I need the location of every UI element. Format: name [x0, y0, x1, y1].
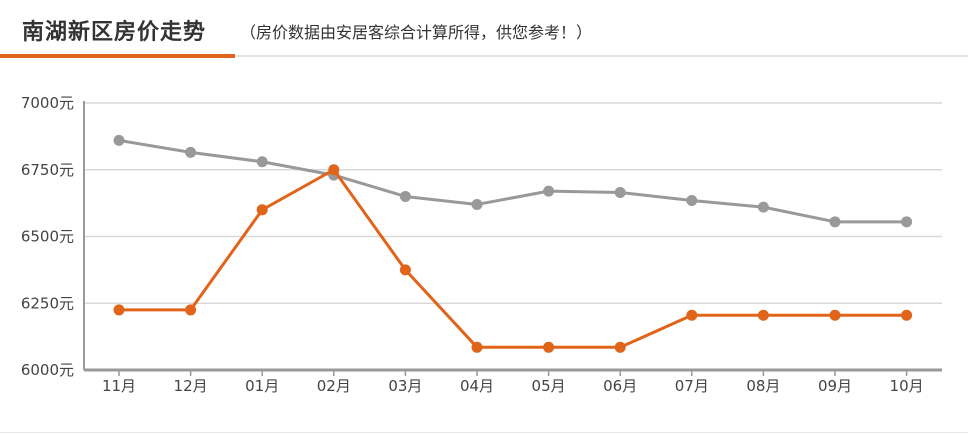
- y-tick-label: 6500元: [21, 228, 74, 246]
- data-point[interactable]: [757, 201, 769, 213]
- x-tick-label: 04月: [460, 377, 494, 395]
- series-layer: [113, 134, 913, 353]
- data-point[interactable]: [614, 186, 626, 198]
- data-point[interactable]: [901, 216, 913, 228]
- series-line-1: [118, 138, 907, 224]
- series-line-2: [119, 168, 907, 349]
- data-point[interactable]: [757, 309, 769, 321]
- x-tick-label: 03月: [388, 377, 422, 395]
- x-tick-label: 09月: [818, 377, 852, 395]
- x-tick-label: 07月: [675, 377, 709, 395]
- data-point[interactable]: [686, 194, 698, 206]
- x-tick-label: 06月: [603, 377, 637, 395]
- data-point[interactable]: [328, 164, 340, 176]
- data-point[interactable]: [686, 309, 698, 321]
- data-point[interactable]: [185, 146, 197, 158]
- data-point[interactable]: [399, 190, 411, 202]
- label-layer: 7000元 6750元 6500元 6250元 6000元 11月 12月 01月 02月 03月…: [21, 94, 924, 395]
- data-point[interactable]: [829, 309, 841, 321]
- chart-subtitle: （房价数据由安居客综合计算所得，供您参考！）: [240, 23, 593, 42]
- grid-layer: [84, 102, 942, 304]
- data-point[interactable]: [256, 204, 268, 216]
- data-point[interactable]: [113, 304, 125, 316]
- y-tick-label: 6250元: [21, 294, 74, 312]
- x-tick-label: 08月: [746, 377, 780, 395]
- data-point[interactable]: [185, 304, 197, 316]
- x-tick-label: 01月: [245, 377, 279, 395]
- footer-divider: [0, 432, 968, 433]
- data-point[interactable]: [901, 309, 913, 321]
- x-tick-label: 12月: [174, 377, 208, 395]
- header-divider: [0, 55, 968, 57]
- x-tick-label: 05月: [532, 377, 566, 395]
- y-tick-label: 6750元: [21, 161, 74, 179]
- chart-header: 南湖新区房价走势 （房价数据由安居客综合计算所得，供您参考！）: [0, 0, 968, 58]
- y-tick-label: 7000元: [21, 94, 74, 112]
- data-point[interactable]: [471, 198, 483, 210]
- data-point[interactable]: [471, 341, 483, 353]
- header-accent-bar: [0, 54, 235, 58]
- x-tick-label: 11月: [102, 377, 136, 395]
- x-tick-label: 10月: [890, 377, 924, 395]
- axis-layer: [83, 101, 942, 376]
- chart-title: 南湖新区房价走势: [22, 20, 207, 45]
- data-point[interactable]: [113, 134, 125, 146]
- data-point[interactable]: [543, 185, 555, 197]
- data-point[interactable]: [399, 264, 411, 276]
- data-point[interactable]: [543, 341, 555, 353]
- data-point[interactable]: [829, 216, 841, 228]
- data-point[interactable]: [614, 341, 626, 353]
- x-tick-label: 02月: [317, 377, 351, 395]
- y-tick-label: 6000元: [21, 361, 74, 379]
- data-point[interactable]: [256, 156, 268, 168]
